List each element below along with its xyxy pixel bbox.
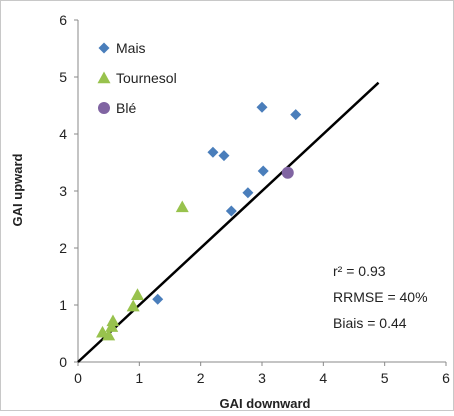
data-point xyxy=(207,146,219,158)
y-tick-label: 2 xyxy=(59,240,67,256)
data-points xyxy=(96,101,302,341)
reference-line-group xyxy=(77,81,380,363)
stat-annotation: RRMSE = 40% xyxy=(333,289,428,305)
one-to-one-line xyxy=(77,81,380,363)
legend-marker xyxy=(98,42,110,54)
x-tick-label: 6 xyxy=(442,370,450,386)
legend-label: Mais xyxy=(116,40,146,56)
x-tick-label: 4 xyxy=(319,370,327,386)
data-point xyxy=(225,205,237,217)
y-tick-label: 4 xyxy=(59,126,67,142)
data-point xyxy=(130,288,144,300)
x-tick-label: 1 xyxy=(135,370,143,386)
y-tick-label: 5 xyxy=(59,69,67,85)
x-tick-label: 2 xyxy=(197,370,205,386)
x-tick-label: 5 xyxy=(381,370,389,386)
legend-label: Tournesol xyxy=(116,70,177,86)
data-point xyxy=(218,150,230,162)
data-point xyxy=(106,314,120,327)
y-tick-label: 6 xyxy=(59,12,67,28)
y-tick-label: 1 xyxy=(59,297,67,313)
data-point xyxy=(257,165,269,177)
y-tick-label: 3 xyxy=(59,183,67,199)
stats-annotations: r² = 0.93 RRMSE = 40% Biais = 0.44 xyxy=(333,263,428,331)
y-tick-label: 0 xyxy=(59,354,67,370)
axis-ticks: 0 1 2 3 4 5 6 0 1 2 3 4 5 6 xyxy=(59,12,450,386)
data-point xyxy=(256,101,268,113)
data-point xyxy=(175,200,189,213)
legend-marker xyxy=(98,102,110,114)
stat-annotation: r² = 0.93 xyxy=(333,263,386,279)
data-point xyxy=(242,187,254,199)
x-tick-label: 3 xyxy=(258,370,266,386)
data-point xyxy=(126,299,140,312)
legend-label: Blé xyxy=(116,100,136,116)
legend-marker xyxy=(97,71,111,84)
x-axis-title: GAI downward xyxy=(220,396,311,411)
x-tick-label: 0 xyxy=(74,370,82,386)
data-point xyxy=(281,166,294,179)
stat-annotation: Biais = 0.44 xyxy=(333,315,407,331)
data-point xyxy=(152,293,164,305)
y-axis-title: GAI upward xyxy=(10,153,25,226)
legend: Mais Tournesol Blé xyxy=(97,40,177,116)
data-point xyxy=(290,109,302,121)
data-point xyxy=(102,328,116,341)
